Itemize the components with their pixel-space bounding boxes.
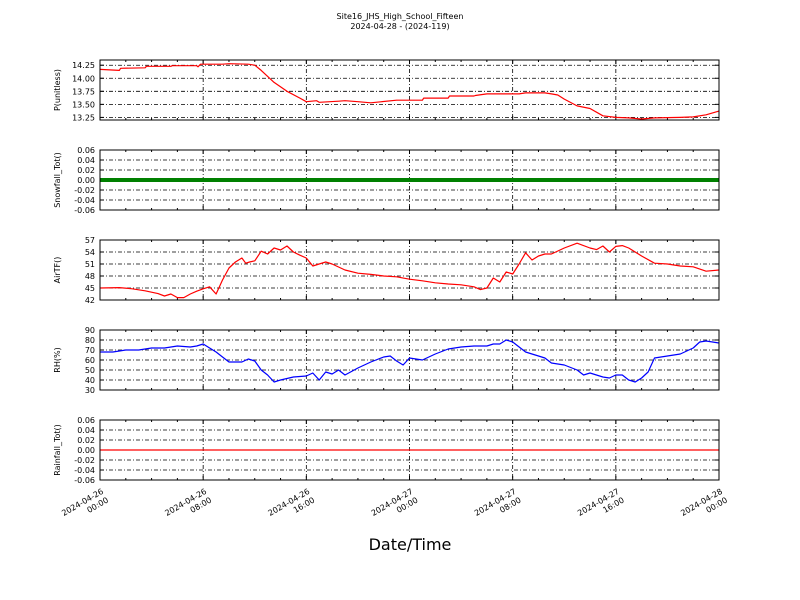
chart-panel-0: 14.25 14.00 13.75 13.50 13.25 P(unitless) (53, 59, 720, 122)
y-tick-label: 90 (85, 326, 95, 335)
y-tick-label: 0.02 (77, 166, 95, 175)
chart-panels: 14.25 14.00 13.75 13.50 13.25 P(unitless) 0.06… (53, 59, 720, 485)
y-tick-label: 0.04 (77, 426, 95, 435)
series-line-0 (100, 339, 720, 383)
y-tick-label: 13.25 (72, 113, 95, 122)
y-tick-label: 13.75 (72, 87, 95, 96)
plot-frame (99, 419, 720, 481)
y-tick-label: 0.04 (77, 156, 95, 165)
series-line-0 (99, 242, 720, 299)
y-tick-label: 48 (85, 272, 95, 281)
y-tick-label: 80 (85, 336, 95, 345)
figure-subtitle: 2024-04-28 - (2024-119) (350, 22, 449, 31)
chart-panel-4: 0.060.040.020.00-0.02-0.04-0.06 Rainfall_… (53, 416, 720, 485)
y-tick-label: 13.50 (72, 100, 95, 109)
y-axis-label: RH(%) (53, 347, 62, 372)
y-tick-label: 14.25 (72, 61, 95, 70)
y-tick-label: 51 (85, 260, 95, 269)
y-tick-label: 0.02 (77, 436, 95, 445)
plot-frame (99, 329, 720, 391)
y-tick-label: -0.02 (74, 186, 95, 195)
y-tick-label: 0.00 (77, 446, 95, 455)
y-tick-label: 60 (85, 356, 95, 365)
y-axis-label: Rainfall_Tot() (53, 424, 62, 476)
y-tick-label: 42 (85, 296, 95, 305)
plot-frame (99, 59, 720, 121)
y-tick-label: 57 (85, 236, 95, 245)
chart-panel-2: 57 54 51 48 45 42 AirTF() (53, 236, 720, 305)
y-tick-label: 0.06 (77, 416, 95, 425)
x-axis-label: Date/Time (369, 535, 452, 554)
y-tick-label: -0.04 (74, 196, 95, 205)
y-axis-label: P(unitless) (53, 69, 62, 111)
y-tick-label: 45 (85, 284, 95, 293)
y-axis-label: Snowfall_Tot() (53, 152, 62, 208)
y-axis-label: AirTF() (53, 257, 62, 284)
figure-title: Site16_JHS_High_School_Fifteen (337, 12, 464, 21)
plot-frame (99, 149, 720, 211)
chart-panel-1: 0.060.040.020.00-0.02-0.04-0.06 Snowfall_… (53, 146, 720, 215)
y-tick-label: -0.02 (74, 456, 95, 465)
y-tick-label: 40 (85, 376, 95, 385)
y-tick-label: 14.00 (72, 74, 95, 83)
series-line-0 (99, 63, 720, 120)
y-tick-label: 70 (85, 346, 95, 355)
y-tick-label: -0.06 (74, 476, 95, 485)
y-tick-label: -0.06 (74, 206, 95, 215)
y-tick-label: 0.00 (77, 176, 95, 185)
y-tick-label: 50 (85, 366, 95, 375)
y-tick-label: 54 (85, 248, 95, 257)
y-tick-label: -0.04 (74, 466, 95, 475)
plot-frame (99, 239, 720, 301)
y-tick-label: 30 (85, 386, 95, 395)
y-tick-label: 0.06 (77, 146, 95, 155)
